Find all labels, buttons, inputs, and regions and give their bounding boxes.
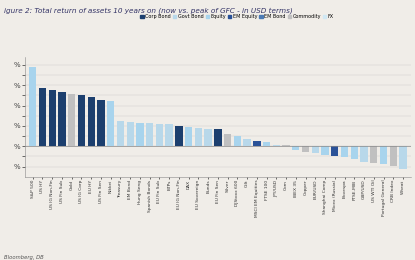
Bar	[88, 97, 95, 146]
Bar	[205, 129, 212, 146]
Bar	[273, 145, 280, 146]
Bar	[97, 100, 105, 146]
Bar	[107, 101, 114, 146]
Bar	[195, 128, 202, 146]
Bar	[380, 146, 387, 164]
Bar	[29, 67, 37, 146]
Text: igure 2: Total return of assets 10 years on (now vs. peak of GFC - in USD terms): igure 2: Total return of assets 10 years…	[4, 8, 293, 14]
Bar	[322, 146, 329, 155]
Bar	[283, 145, 290, 146]
Bar	[244, 139, 251, 146]
Bar	[175, 126, 183, 146]
Bar	[49, 90, 56, 146]
Bar	[399, 146, 407, 169]
Bar	[234, 136, 241, 146]
Bar	[185, 127, 192, 146]
Bar	[68, 94, 76, 146]
Legend: Corp Bond, Govt Bond, Equity, EM Equity, EM Bond, Commodity, FX: Corp Bond, Govt Bond, Equity, EM Equity,…	[140, 14, 334, 19]
Bar	[370, 146, 378, 162]
Bar	[136, 123, 144, 146]
Bar	[58, 92, 66, 146]
Bar	[351, 146, 358, 159]
Bar	[312, 146, 319, 153]
Bar	[214, 129, 222, 146]
Bar	[360, 146, 368, 161]
Bar	[263, 142, 270, 146]
Bar	[146, 123, 153, 146]
Bar	[117, 121, 124, 146]
Bar	[253, 141, 261, 146]
Bar	[341, 146, 348, 158]
Bar	[302, 146, 309, 152]
Bar	[78, 95, 85, 146]
Bar	[39, 88, 46, 146]
Bar	[156, 124, 163, 146]
Bar	[390, 146, 397, 166]
Bar	[166, 124, 173, 146]
Bar	[127, 122, 134, 146]
Bar	[224, 134, 231, 146]
Bar	[292, 146, 300, 150]
Bar	[331, 146, 339, 157]
Text: Bloomberg, DB: Bloomberg, DB	[4, 255, 44, 260]
